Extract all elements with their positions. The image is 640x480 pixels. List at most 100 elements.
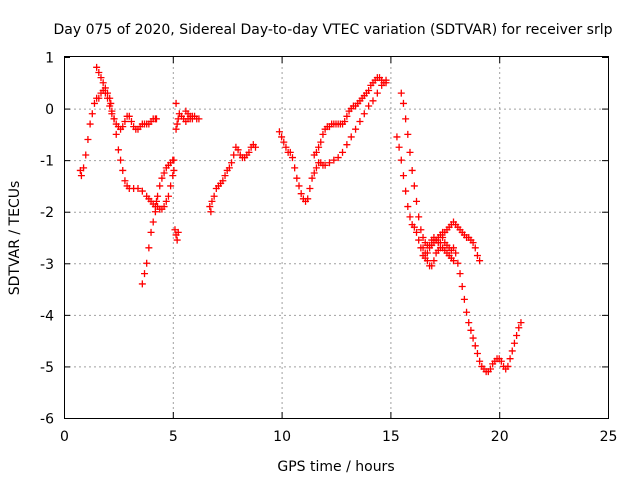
data-point: [467, 326, 475, 334]
data-point: [404, 203, 412, 211]
data-point: [517, 319, 525, 327]
data-point: [343, 112, 351, 120]
data-point: [515, 324, 523, 332]
y-tick-label: 1: [45, 51, 54, 67]
data-point: [119, 166, 127, 174]
data-point: [282, 143, 290, 151]
data-point: [293, 174, 301, 182]
data-point: [452, 249, 460, 257]
data-point: [80, 164, 88, 172]
data-point: [450, 244, 458, 252]
data-point: [138, 280, 146, 288]
y-tick-label: -3: [40, 257, 54, 273]
data-point: [450, 257, 458, 265]
data-point: [476, 357, 484, 365]
data-point: [88, 110, 96, 118]
data-point: [458, 282, 466, 290]
data-point: [334, 154, 342, 162]
data-point: [143, 259, 151, 267]
data-point: [356, 117, 364, 125]
data-point: [513, 331, 521, 339]
data-point: [164, 192, 172, 200]
data-point: [173, 236, 181, 244]
data-point: [471, 244, 479, 252]
data-point: [101, 84, 109, 92]
data-point: [476, 257, 484, 265]
data-point: [352, 125, 360, 133]
data-point: [208, 197, 216, 205]
data-point: [410, 182, 418, 190]
data-point: [156, 182, 164, 190]
data-point: [278, 133, 286, 141]
plot-frame: [64, 56, 609, 419]
data-point: [170, 156, 178, 164]
data-point: [234, 146, 242, 154]
data-point: [210, 192, 218, 200]
data-point: [221, 172, 229, 180]
data-point: [428, 262, 436, 270]
x-tick-label: 5: [169, 429, 178, 445]
data-point: [365, 87, 373, 95]
data-point: [399, 172, 407, 180]
data-point: [382, 79, 390, 87]
data-point: [173, 120, 181, 128]
data-point: [275, 128, 283, 136]
data-point: [170, 166, 178, 174]
data-point: [207, 208, 215, 216]
data-point: [473, 252, 481, 260]
data-point: [465, 319, 473, 327]
data-point: [228, 159, 236, 167]
data-point: [160, 203, 168, 211]
data-point: [172, 99, 180, 107]
data-point: [497, 357, 505, 365]
data-point: [291, 164, 299, 172]
data-point: [114, 146, 122, 154]
data-point: [106, 94, 114, 102]
data-point: [373, 89, 381, 97]
data-point: [99, 79, 107, 87]
data-point: [251, 143, 259, 151]
data-point: [397, 156, 405, 164]
data-point: [419, 234, 427, 241]
data-point: [169, 172, 177, 180]
data-point: [107, 99, 115, 107]
data-point: [117, 156, 125, 164]
data-point: [121, 117, 129, 125]
data-point: [288, 154, 296, 162]
data-point: [397, 89, 405, 97]
data-point: [127, 117, 135, 125]
data-point: [421, 249, 429, 257]
grid-lines: [64, 57, 608, 418]
data-point: [188, 115, 196, 123]
chart-title: Day 075 of 2020, Sidereal Day-to-day VTE…: [53, 22, 612, 38]
data-point: [404, 130, 412, 138]
data-point: [410, 223, 418, 231]
data-point: [160, 169, 168, 177]
data-point: [469, 334, 477, 342]
data-point: [104, 89, 112, 97]
data-point: [280, 138, 288, 146]
data-point: [152, 115, 160, 123]
data-point: [469, 239, 477, 247]
data-point: [286, 148, 294, 156]
axis-ticks: 0 5 10 15 20 25 -6 -5 -4 -3 -2 -1 0 1: [40, 51, 617, 446]
x-tick-label: 10: [273, 429, 291, 445]
data-point: [423, 257, 431, 265]
data-point: [413, 228, 421, 236]
data-point: [317, 138, 325, 146]
y-tick-label: -4: [40, 308, 54, 324]
x-tick-label: 20: [491, 429, 509, 445]
data-point: [408, 166, 416, 174]
data-point: [134, 185, 142, 193]
data-point: [319, 130, 327, 138]
data-point: [110, 115, 118, 123]
data-point: [321, 161, 329, 169]
data-point: [230, 151, 238, 159]
data-point: [147, 228, 155, 236]
data-point: [415, 213, 423, 221]
data-point: [365, 102, 373, 110]
data-point: [339, 148, 347, 156]
data-point: [510, 339, 518, 347]
data-point: [219, 177, 227, 185]
